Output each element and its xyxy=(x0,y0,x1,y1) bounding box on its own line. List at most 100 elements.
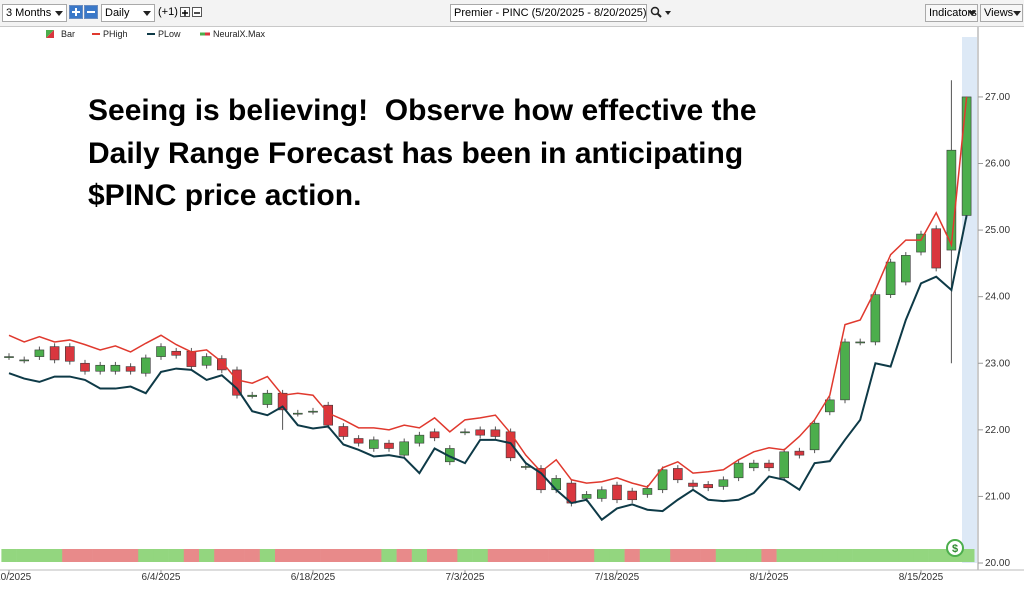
candle-body xyxy=(840,341,850,401)
signal-cell xyxy=(700,549,717,562)
candle-body xyxy=(65,346,75,362)
candle-body xyxy=(308,410,318,413)
candle-body xyxy=(217,358,227,371)
x-tick-label: 7/18/2025 xyxy=(595,572,640,583)
offset-plus[interactable] xyxy=(180,7,190,17)
candle-body xyxy=(34,349,45,357)
candle-body xyxy=(809,422,820,451)
candle-body xyxy=(353,438,364,444)
dropdown-arrow xyxy=(1013,11,1021,16)
candle-body xyxy=(748,462,759,469)
badge-text: $ xyxy=(952,543,958,555)
interval-text: Daily xyxy=(105,7,130,19)
annotation: Seeing is believing! Observe how effecti… xyxy=(88,94,757,127)
range-select[interactable]: 3 Months xyxy=(2,4,67,22)
candle-body xyxy=(900,255,911,283)
signal-cell xyxy=(487,549,504,562)
views-button[interactable]: Views xyxy=(980,4,1023,22)
candle-body xyxy=(384,442,394,449)
signal-cell xyxy=(503,549,519,562)
candle-body xyxy=(429,431,440,439)
x-tick-label: 8/1/2025 xyxy=(750,572,789,583)
indicators-button[interactable]: Indicators xyxy=(925,4,978,22)
dropdown-arrow xyxy=(968,11,976,16)
signal-cell xyxy=(746,549,762,562)
candle-body xyxy=(794,450,805,456)
signal-cell xyxy=(791,549,808,562)
dropdown-arrow xyxy=(55,11,63,16)
y-tick-label: 24.00 xyxy=(985,292,1010,303)
badge-circle xyxy=(946,539,964,557)
signal-cell xyxy=(1,549,17,562)
signal-cell xyxy=(563,549,580,562)
candle-body xyxy=(338,426,349,437)
offset-minus[interactable] xyxy=(192,7,202,17)
symbol-input[interactable]: Premier - PINC (5/20/2025 - 8/20/2025) xyxy=(450,4,647,22)
signal-cell xyxy=(183,549,200,562)
signal-cell xyxy=(320,549,337,562)
x-tick-label: 7/3/2025 xyxy=(446,572,485,583)
interval-select[interactable]: Daily xyxy=(101,4,155,22)
candle-body xyxy=(703,484,714,489)
chart: 20.00 21.00 22.00 23.00 24.00 25.00 26.00 27.00… xyxy=(0,27,1024,583)
signal-cell xyxy=(351,549,367,562)
y-tick-label: 20.00 xyxy=(985,558,1010,569)
signal-cell xyxy=(92,549,109,562)
signal-cell xyxy=(913,549,929,562)
candle-body xyxy=(946,149,957,251)
signal-cell xyxy=(609,549,625,562)
x-tick-label: 5/20/2025 xyxy=(0,572,32,583)
signal-cell xyxy=(214,549,230,562)
search-icon[interactable] xyxy=(650,6,674,20)
zoom-out-button[interactable] xyxy=(84,5,98,19)
signal-cell xyxy=(594,549,610,562)
signal-cell xyxy=(655,549,671,562)
candle-body xyxy=(764,462,774,469)
signal-cell xyxy=(776,549,793,562)
signal-cell xyxy=(366,549,382,562)
candle-body xyxy=(475,429,486,436)
candle-body xyxy=(627,490,638,501)
legend-label: PLow xyxy=(158,29,181,39)
candle-body xyxy=(141,357,151,374)
signal-cell xyxy=(305,549,321,562)
annotation: Daily Range Forecast has been in anticip… xyxy=(88,137,743,170)
candle-body xyxy=(916,233,926,253)
x-tick-label: 8/15/2025 xyxy=(899,572,944,583)
signal-cell xyxy=(62,549,78,562)
zoom-in-button[interactable] xyxy=(69,5,83,19)
minus-icon xyxy=(87,11,95,13)
candle-body xyxy=(95,364,105,372)
line-phigh xyxy=(8,96,968,488)
candle-body xyxy=(110,364,121,372)
signal-cell xyxy=(396,549,413,562)
signal-cell xyxy=(138,549,154,562)
signal-cell xyxy=(153,549,169,562)
candle-body xyxy=(490,429,501,437)
legend-icon xyxy=(46,30,54,38)
line-plow xyxy=(8,215,968,522)
candle-body xyxy=(171,350,181,356)
plus-icon xyxy=(72,8,80,16)
signal-cell xyxy=(77,549,93,562)
signal-cell xyxy=(837,549,853,562)
candle-body xyxy=(19,359,30,362)
signal-cell xyxy=(685,549,701,562)
signal-cell xyxy=(47,549,63,562)
signal-cell xyxy=(427,549,443,562)
candle-body xyxy=(870,294,881,343)
signal-cell xyxy=(670,549,686,562)
candle-body xyxy=(4,356,14,358)
signal-cell xyxy=(290,549,306,562)
signal-cell xyxy=(624,549,641,562)
candle-body xyxy=(961,96,972,216)
x-tick-label: 6/4/2025 xyxy=(142,572,181,583)
y-tick-label: 21.00 xyxy=(985,491,1010,502)
candle-body xyxy=(460,431,470,434)
symbol-text: Premier - PINC (5/20/2025 - 8/20/2025) xyxy=(454,7,647,19)
candle-body xyxy=(201,356,212,366)
legend: Bar PHigh PLow NeuralX.Max xyxy=(46,29,266,39)
signal-cell xyxy=(472,549,489,562)
candle-body xyxy=(885,261,896,295)
candle-body xyxy=(292,412,303,415)
